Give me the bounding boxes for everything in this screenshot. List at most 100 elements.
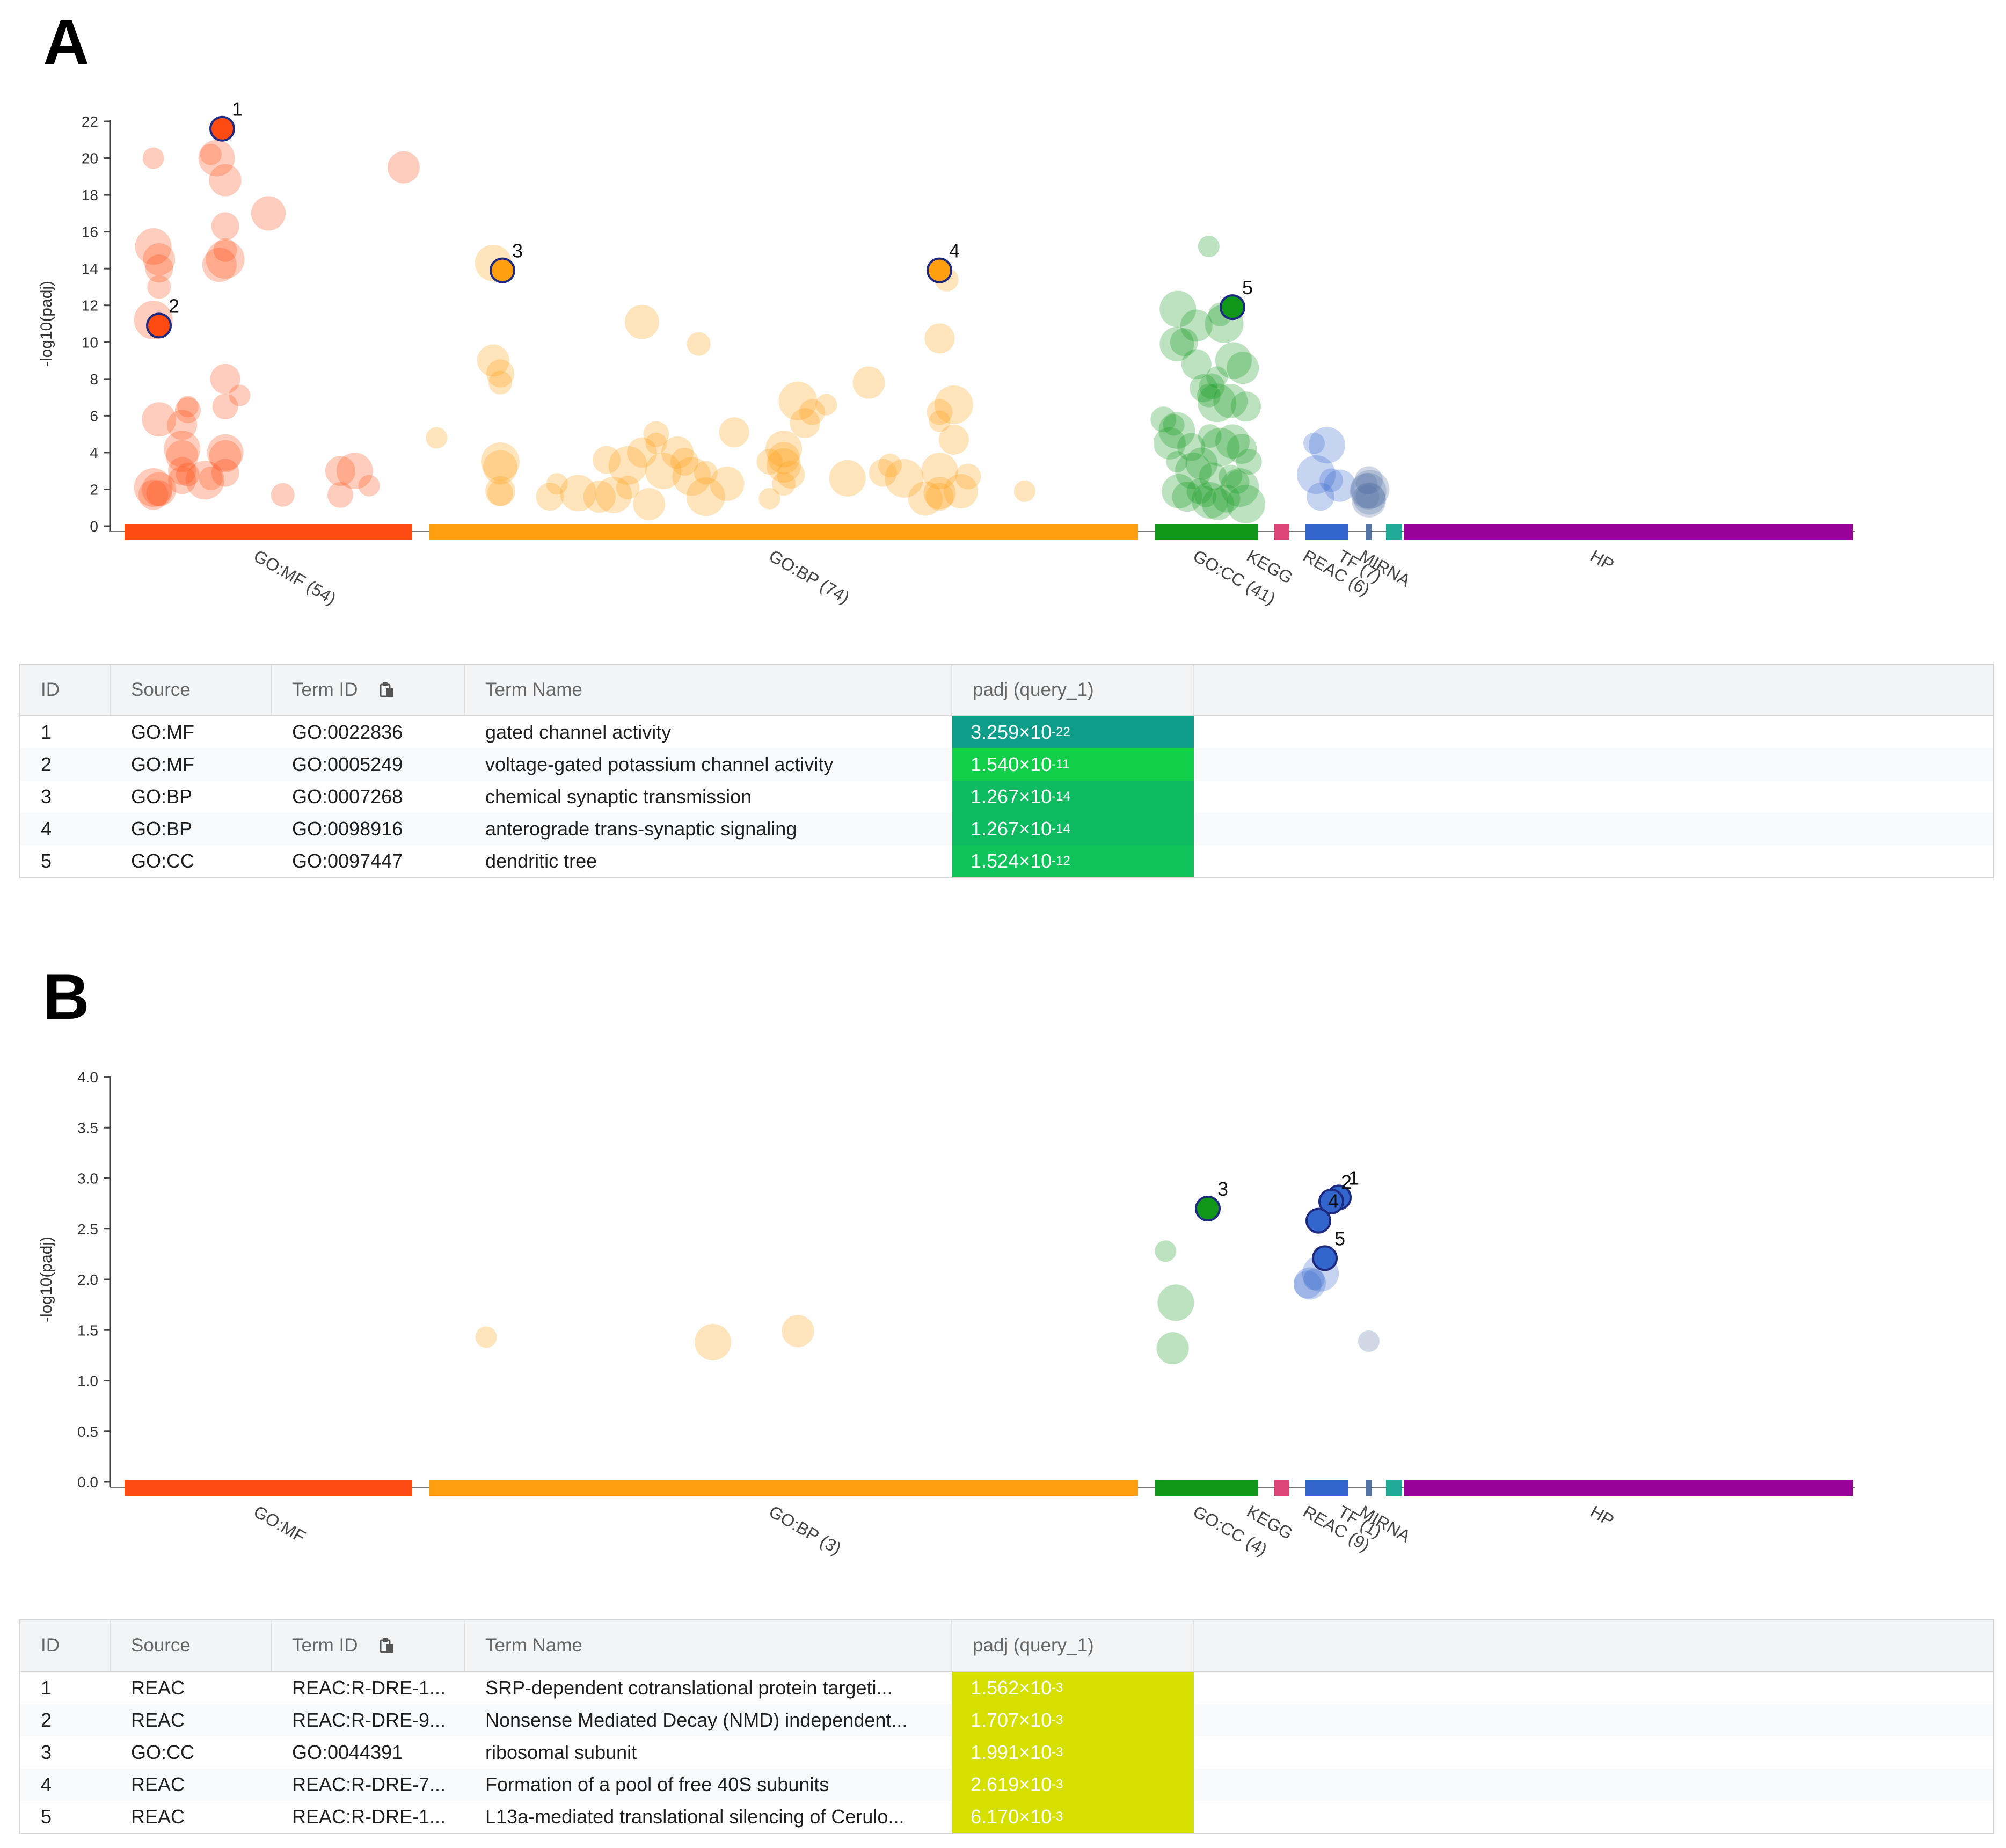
term-point[interactable] bbox=[487, 480, 513, 506]
source-band-kegg[interactable] bbox=[1274, 1480, 1289, 1496]
term-point[interactable] bbox=[583, 481, 616, 513]
term-point[interactable] bbox=[206, 240, 245, 279]
header-id[interactable]: ID bbox=[20, 665, 111, 715]
term-point[interactable] bbox=[768, 442, 800, 475]
term-point[interactable] bbox=[1215, 424, 1250, 459]
term-point[interactable] bbox=[778, 381, 818, 420]
term-point[interactable] bbox=[852, 366, 885, 399]
term-point[interactable] bbox=[211, 212, 239, 241]
term-point[interactable] bbox=[927, 399, 953, 425]
term-point[interactable] bbox=[1353, 482, 1386, 515]
term-point[interactable] bbox=[1226, 484, 1265, 523]
term-point[interactable] bbox=[1199, 462, 1227, 491]
highlighted-point[interactable] bbox=[1318, 1188, 1344, 1214]
term-point[interactable] bbox=[209, 164, 242, 197]
term-point[interactable] bbox=[358, 475, 380, 497]
term-point[interactable] bbox=[1197, 383, 1221, 408]
table-row[interactable]: 3 GO:BP GO:0007268 chemical synaptic transm… bbox=[20, 781, 1993, 813]
table-row[interactable]: 4 REAC REAC:R-DRE-7... Formation of a pool … bbox=[20, 1769, 1993, 1801]
term-point[interactable] bbox=[147, 275, 171, 299]
source-band-tf[interactable] bbox=[1366, 1480, 1372, 1496]
term-point[interactable] bbox=[1356, 473, 1378, 495]
term-point[interactable] bbox=[1159, 326, 1194, 361]
term-point[interactable] bbox=[475, 1326, 497, 1348]
term-point[interactable] bbox=[164, 431, 201, 468]
term-point[interactable] bbox=[758, 488, 780, 510]
term-point[interactable] bbox=[687, 332, 711, 356]
term-point[interactable] bbox=[633, 488, 666, 520]
term-point[interactable] bbox=[1166, 451, 1188, 473]
table-row[interactable]: 5 GO:CC GO:0097447 dendritic tree 1.524×10 -1… bbox=[20, 845, 1993, 877]
term-point[interactable] bbox=[1181, 349, 1212, 380]
term-point[interactable] bbox=[1213, 383, 1248, 418]
term-point[interactable] bbox=[145, 254, 173, 283]
term-point[interactable] bbox=[672, 457, 711, 496]
term-point[interactable] bbox=[210, 363, 240, 394]
term-point[interactable] bbox=[944, 474, 978, 508]
highlighted-point[interactable] bbox=[1305, 1207, 1331, 1234]
term-point[interactable] bbox=[488, 370, 512, 395]
term-point[interactable] bbox=[271, 483, 295, 507]
term-point[interactable] bbox=[686, 477, 725, 516]
source-band-go-cc[interactable] bbox=[1155, 1480, 1258, 1496]
term-point[interactable] bbox=[142, 472, 177, 507]
term-point[interactable] bbox=[694, 461, 718, 485]
term-point[interactable] bbox=[209, 440, 242, 472]
term-point[interactable] bbox=[1170, 328, 1198, 356]
term-point[interactable] bbox=[765, 431, 802, 468]
term-point[interactable] bbox=[560, 475, 597, 512]
source-band-go-mf[interactable] bbox=[125, 1480, 412, 1496]
term-point[interactable] bbox=[1227, 352, 1259, 384]
header-term-id[interactable]: Term ID bbox=[272, 665, 465, 715]
table-row[interactable]: 4 GO:BP GO:0098916 anterograde trans-synapt… bbox=[20, 813, 1993, 845]
source-band-reac[interactable] bbox=[1305, 524, 1348, 540]
source-band-reac[interactable] bbox=[1305, 1480, 1348, 1496]
source-band-go-bp[interactable] bbox=[429, 524, 1138, 540]
term-point[interactable] bbox=[200, 143, 222, 165]
term-point[interactable] bbox=[212, 394, 238, 420]
term-point[interactable] bbox=[142, 147, 164, 169]
term-point[interactable] bbox=[1191, 482, 1228, 519]
term-point[interactable] bbox=[1186, 478, 1213, 504]
term-point[interactable] bbox=[1206, 366, 1228, 388]
term-point[interactable] bbox=[176, 463, 200, 487]
term-point[interactable] bbox=[536, 483, 564, 511]
term-point[interactable] bbox=[477, 344, 509, 377]
source-band-tf[interactable] bbox=[1366, 524, 1372, 540]
highlighted-point[interactable] bbox=[146, 312, 172, 339]
term-point[interactable] bbox=[199, 466, 223, 490]
term-point[interactable] bbox=[1172, 482, 1202, 512]
term-point[interactable] bbox=[908, 481, 943, 516]
term-point[interactable] bbox=[1226, 470, 1250, 494]
term-point[interactable] bbox=[1175, 453, 1212, 490]
table-row[interactable]: 1 REAC REAC:R-DRE-1... SRP-dependent cotran… bbox=[20, 1672, 1993, 1704]
term-point[interactable] bbox=[1350, 472, 1387, 510]
term-point[interactable] bbox=[815, 394, 837, 416]
table-row[interactable]: 1 GO:MF GO:0022836 gated channel activity 3.… bbox=[20, 716, 1993, 748]
term-point[interactable] bbox=[929, 410, 951, 432]
term-point[interactable] bbox=[645, 453, 682, 490]
term-point[interactable] bbox=[869, 459, 897, 487]
term-point[interactable] bbox=[616, 476, 640, 500]
term-point[interactable] bbox=[481, 442, 520, 482]
term-point[interactable] bbox=[1162, 474, 1197, 508]
term-point[interactable] bbox=[327, 482, 353, 508]
term-point[interactable] bbox=[1309, 427, 1345, 464]
header-padj[interactable]: padj (query_1) bbox=[952, 1620, 1194, 1671]
table-row[interactable]: 3 GO:CC GO:0044391 ribosomal subunit 1.991×1… bbox=[20, 1736, 1993, 1769]
term-point[interactable] bbox=[670, 448, 699, 476]
term-point[interactable] bbox=[1355, 466, 1383, 494]
term-point[interactable] bbox=[186, 461, 225, 500]
header-term-id[interactable]: Term ID bbox=[272, 1620, 465, 1671]
highlighted-point[interactable] bbox=[209, 115, 235, 142]
term-point[interactable] bbox=[645, 432, 667, 454]
term-point[interactable] bbox=[1358, 1330, 1380, 1352]
term-point[interactable] bbox=[924, 323, 955, 354]
term-point[interactable] bbox=[595, 476, 632, 513]
term-point[interactable] bbox=[1303, 432, 1325, 454]
term-point[interactable] bbox=[934, 385, 973, 424]
term-point[interactable] bbox=[1220, 468, 1259, 507]
term-point[interactable] bbox=[1215, 342, 1252, 379]
term-point[interactable] bbox=[485, 476, 515, 506]
